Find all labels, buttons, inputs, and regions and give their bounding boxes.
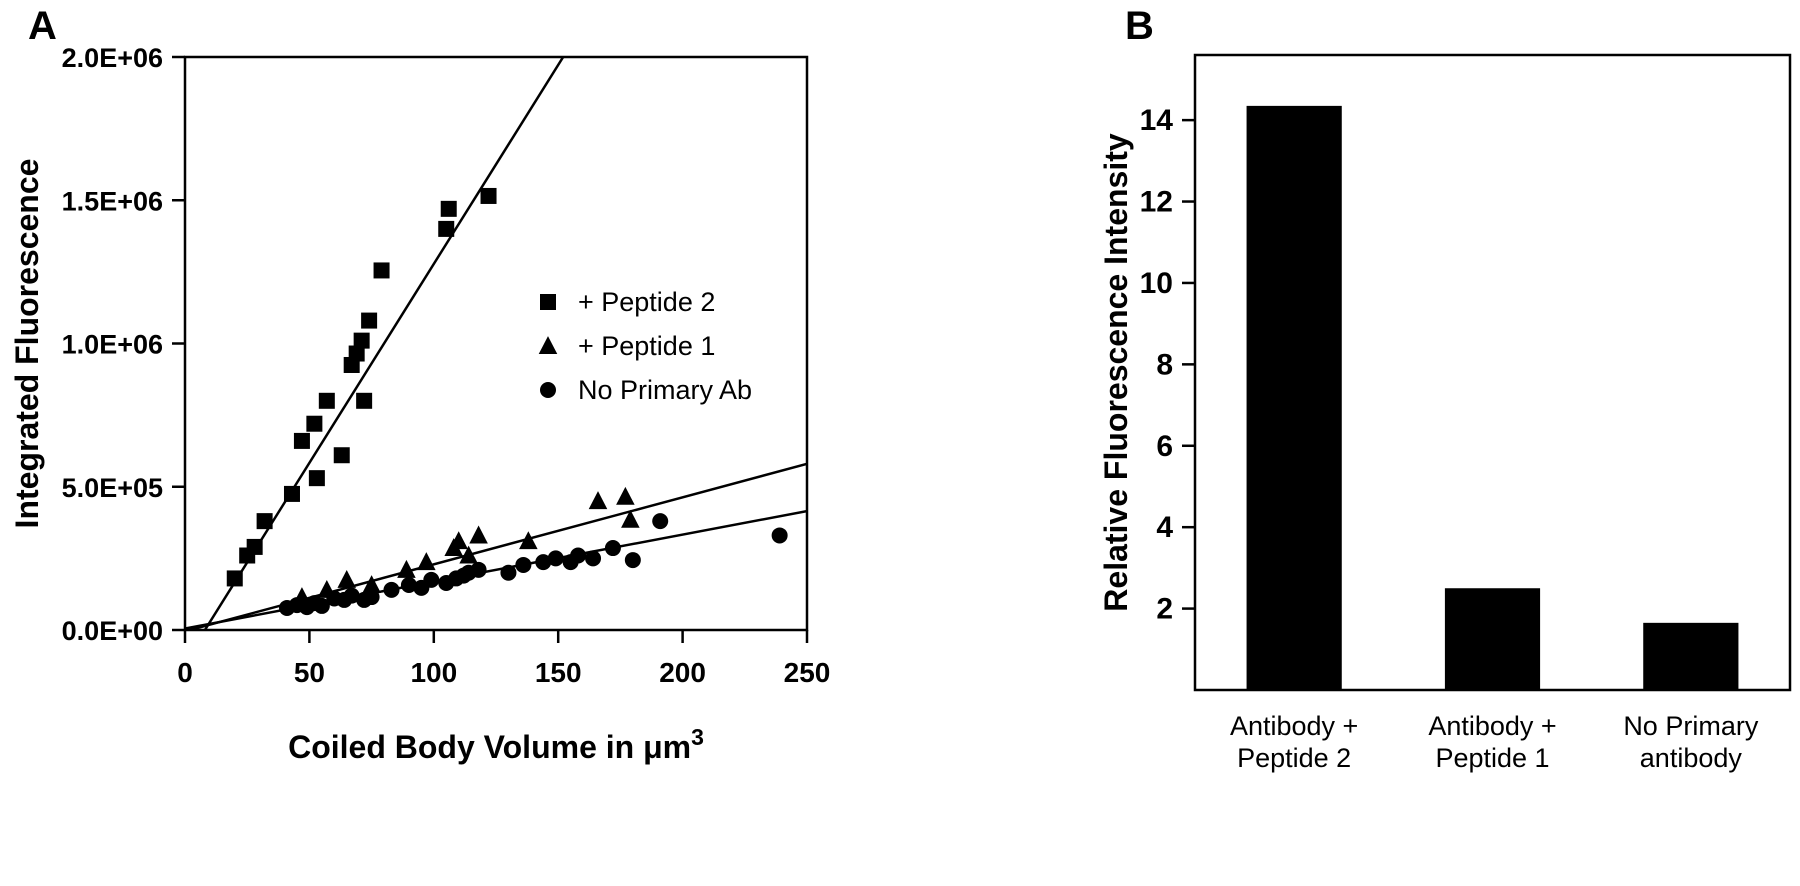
y-tick-label: 2 xyxy=(1156,593,1173,626)
circle-marker xyxy=(500,564,517,581)
square-marker xyxy=(283,485,300,502)
series-triangle xyxy=(292,486,640,606)
circle-marker xyxy=(652,513,669,530)
triangle-marker xyxy=(588,491,608,510)
square-marker xyxy=(246,538,263,555)
square-marker xyxy=(308,470,325,487)
bar-0 xyxy=(1246,105,1342,690)
triangle-marker xyxy=(362,575,381,594)
x-axis-label: Coiled Body Volume in μm3 xyxy=(288,724,704,765)
x-tick-label: 100 xyxy=(410,657,457,688)
x-tick-label: 250 xyxy=(784,657,831,688)
square-marker xyxy=(438,220,455,237)
category-label: Peptide 2 xyxy=(1237,743,1351,773)
scatter-plot-integrated-fluorescence: 0 50 100 150 200 250 0.0E+00 5.0E+05 1.0E+06 1.5E… xyxy=(9,43,831,765)
square-marker xyxy=(480,187,497,204)
triangle-marker xyxy=(337,569,356,588)
series-square xyxy=(226,187,497,587)
triangle-marker xyxy=(417,552,436,571)
y-tick-label: 8 xyxy=(1156,348,1173,381)
square-marker xyxy=(353,332,370,349)
square-marker xyxy=(256,513,273,530)
circle-marker xyxy=(400,577,417,594)
y-axis-label: Relative Fluorescence Intensity xyxy=(1098,133,1134,612)
legend-triangle-icon xyxy=(538,336,558,354)
circle-marker xyxy=(383,581,400,598)
x-tick-label: 0 xyxy=(177,657,193,688)
legend-square-icon xyxy=(540,294,556,310)
legend-label: + Peptide 1 xyxy=(578,331,715,361)
triangle-marker xyxy=(397,559,416,578)
panel-b: B 2 4 6 8 10 12 14 Relative Fluorescence Intens… xyxy=(1095,0,1800,886)
triangle-marker xyxy=(616,486,635,505)
series-circle xyxy=(279,513,788,616)
legend-label: No Primary Ab xyxy=(578,375,752,405)
legend-circle-icon xyxy=(540,382,556,398)
y-tick-label: 4 xyxy=(1156,511,1173,544)
square-marker xyxy=(226,570,243,587)
x-tick-label: 150 xyxy=(535,657,582,688)
bar-2 xyxy=(1643,622,1739,690)
circle-marker xyxy=(470,561,487,578)
y-tick-label: 1.5E+06 xyxy=(62,186,163,216)
legend: + Peptide 2 + Peptide 1 No Primary Ab xyxy=(538,287,752,405)
y-tick-label: 5.0E+05 xyxy=(62,473,163,503)
panel-a-label: A xyxy=(28,4,58,48)
square-marker xyxy=(361,312,378,329)
square-marker xyxy=(356,392,373,409)
circle-marker xyxy=(547,550,564,567)
circle-marker xyxy=(570,547,587,564)
circle-marker xyxy=(423,571,440,588)
triangle-marker xyxy=(519,531,538,550)
y-tick-label: 2.0E+06 xyxy=(62,43,163,73)
circle-marker xyxy=(604,540,621,557)
square-marker xyxy=(293,432,310,449)
triangle-marker xyxy=(459,545,478,564)
square-marker xyxy=(318,392,335,409)
circle-marker xyxy=(363,589,380,606)
y-axis-label: Integrated Fluorescence xyxy=(9,159,45,529)
y-tick-label: 6 xyxy=(1156,430,1173,463)
bar-1 xyxy=(1444,588,1541,690)
circle-marker xyxy=(624,552,641,569)
triangle-marker xyxy=(621,509,640,528)
triangle-marker xyxy=(449,531,468,550)
y-tick-label: 1.0E+06 xyxy=(62,330,163,360)
circle-marker xyxy=(771,527,788,544)
square-marker xyxy=(333,447,350,464)
category-label: Antibody + xyxy=(1230,711,1358,741)
y-tick-label: 12 xyxy=(1140,186,1173,219)
square-marker xyxy=(306,415,323,432)
y-tick-label: 0.0E+00 xyxy=(62,616,163,646)
category-label: Antibody + xyxy=(1428,711,1556,741)
y-tick-label: 14 xyxy=(1140,104,1174,137)
square-marker xyxy=(440,200,457,217)
circle-marker xyxy=(535,554,552,571)
circle-marker xyxy=(313,597,330,614)
category-label: No Primary xyxy=(1623,711,1759,741)
circle-marker xyxy=(515,556,532,573)
x-tick-label: 50 xyxy=(294,657,325,688)
fit-line-circle xyxy=(185,509,807,630)
category-label: antibody xyxy=(1640,743,1743,773)
panel-a: A 0 50 100 150 200 250 0.0E+00 5.0E+05 1.0E+06 1.… xyxy=(9,4,831,765)
circle-marker xyxy=(343,587,360,604)
y-tick-label: 10 xyxy=(1140,267,1173,300)
x-tick-label: 200 xyxy=(659,657,706,688)
legend-label: + Peptide 2 xyxy=(578,287,715,317)
circle-marker xyxy=(585,550,602,567)
fit-line-square xyxy=(203,57,565,630)
triangle-marker xyxy=(469,525,488,544)
category-label: Peptide 1 xyxy=(1435,743,1549,773)
panel-b-label: B xyxy=(1125,4,1155,48)
square-marker xyxy=(348,345,365,362)
square-marker xyxy=(373,262,390,279)
